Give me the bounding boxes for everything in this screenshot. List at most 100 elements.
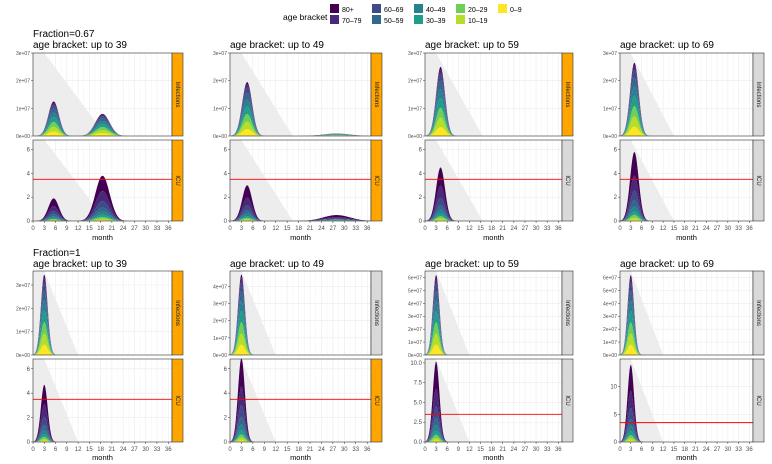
x-tick-label: 12 [466,447,473,453]
area-10–19 [425,218,562,221]
y-tick-label: 2e+07 [603,327,617,333]
y-tick-label: 1e+07 [408,340,422,346]
legend-swatch [330,15,339,24]
area-50–59 [33,207,172,221]
y-tick-label: 0e+00 [16,353,30,359]
x-tick-label: 27 [131,226,138,232]
x-tick-label: 33 [735,447,742,453]
facet-strip-icu [370,358,383,443]
area-70–79 [33,191,172,221]
area-0–9 [620,126,753,136]
y-tick-label: 0e+00 [213,353,227,359]
x-tick-label: 33 [154,226,161,232]
x-tick-label: 33 [544,226,551,232]
y-tick-label: 2 [27,195,31,201]
x-tick-label: 27 [131,447,138,453]
y-tick-label: 2 [614,195,618,201]
x-tick-label: 24 [703,447,710,453]
area-20–29 [33,121,172,136]
legend-label: 0–9 [510,7,522,14]
x-tick-label: 21 [499,447,506,453]
x-tick-label: 12 [660,226,667,232]
legend-label: 10–19 [468,18,488,25]
y-tick-label: 2.5 [414,420,423,426]
facet-strip-label: Infections [564,82,570,108]
x-tick-label: 12 [466,226,473,232]
panel-column: age bracket: up to 69 0e+00 1e+07 2e+07 3e+0… [603,40,765,242]
y-tick-label: 3e+07 [16,51,30,57]
area-60–69 [620,190,753,221]
x-tick-label: 27 [522,226,529,232]
y-tick-label: 6 [614,148,618,154]
x-axis-label: month [290,453,311,462]
y-tick-label: 1e+07 [16,106,30,112]
y-tick-label: 2e+07 [408,327,422,333]
facet-strip-label: Infections [373,300,379,326]
y-tick-label: 3e+07 [603,51,617,57]
x-tick-label: 9 [263,447,267,453]
y-tick-label: 6 [224,367,228,373]
x-tick-label: 15 [477,447,484,453]
y-tick-label: 1e+07 [603,106,617,112]
x-tick-label: 15 [284,447,291,453]
legend-swatch [372,15,381,24]
x-tick-label: 24 [511,226,518,232]
y-tick-label: 0e+00 [603,134,617,140]
facet-strip-label: Infections [174,300,180,326]
legend-label: 70–79 [342,18,362,25]
y-tick-label: 10 [610,385,617,391]
stacked-areas [620,275,753,355]
legend-swatch [414,15,423,24]
area-10–19 [33,218,172,221]
y-tick-label: 1e+07 [16,330,30,336]
y-tick-label: 0 [27,440,31,446]
legend-swatch [456,4,465,13]
area-0–9 [33,220,172,221]
x-tick-label: 24 [120,447,127,453]
stacked-areas [33,101,172,136]
x-tick-label: 6 [54,226,58,232]
facet-strip-infections [370,270,383,356]
x-tick-label: 27 [330,447,337,453]
legend-swatch [414,4,423,13]
x-tick-label: 18 [488,226,495,232]
x-tick-label: 21 [109,226,116,232]
area-40–49 [620,86,753,136]
y-tick-label: 2 [419,195,423,201]
y-tick-label: 0 [224,440,228,446]
y-tick-label: 4 [27,171,31,177]
legend-title: age bracket [283,12,328,22]
x-tick-label: 0 [31,447,35,453]
area-80+ [425,167,562,221]
panel-title: age bracket: up to 69 [620,40,714,51]
area-30–39 [33,214,172,221]
x-tick-label: 0 [618,226,622,232]
x-tick-label: 18 [681,226,688,232]
area-40–49 [620,206,753,221]
x-tick-label: 6 [251,226,255,232]
y-tick-label: 4 [224,171,228,177]
x-tick-label: 18 [488,447,495,453]
y-tick-label: 0.0 [414,440,423,446]
facet-strip-label: ICU [373,175,379,185]
facet-strip-label: ICU [755,395,761,405]
y-tick-label: 4 [27,391,31,397]
area-20–29 [425,107,562,136]
facet-strip-label: ICU [755,175,761,185]
facet-strip-label: ICU [174,395,180,405]
area-40–49 [425,209,562,221]
legend-label: 80+ [342,7,354,14]
y-tick-label: 2e+07 [213,79,227,85]
area-60–69 [425,197,562,221]
panel-title: age bracket: up to 39 [33,259,127,270]
area-50–59 [425,80,562,136]
panel-title: age bracket: up to 39 [33,40,127,51]
y-tick-label: 0e+00 [213,134,227,140]
y-tick-label: 2 [224,416,228,422]
facet-strip-infections [171,52,184,137]
panel-column: age bracket: up to 69 0e+00 1e+07 2e+07 3e+0… [603,259,765,462]
facet-strip-label: ICU [174,175,180,185]
